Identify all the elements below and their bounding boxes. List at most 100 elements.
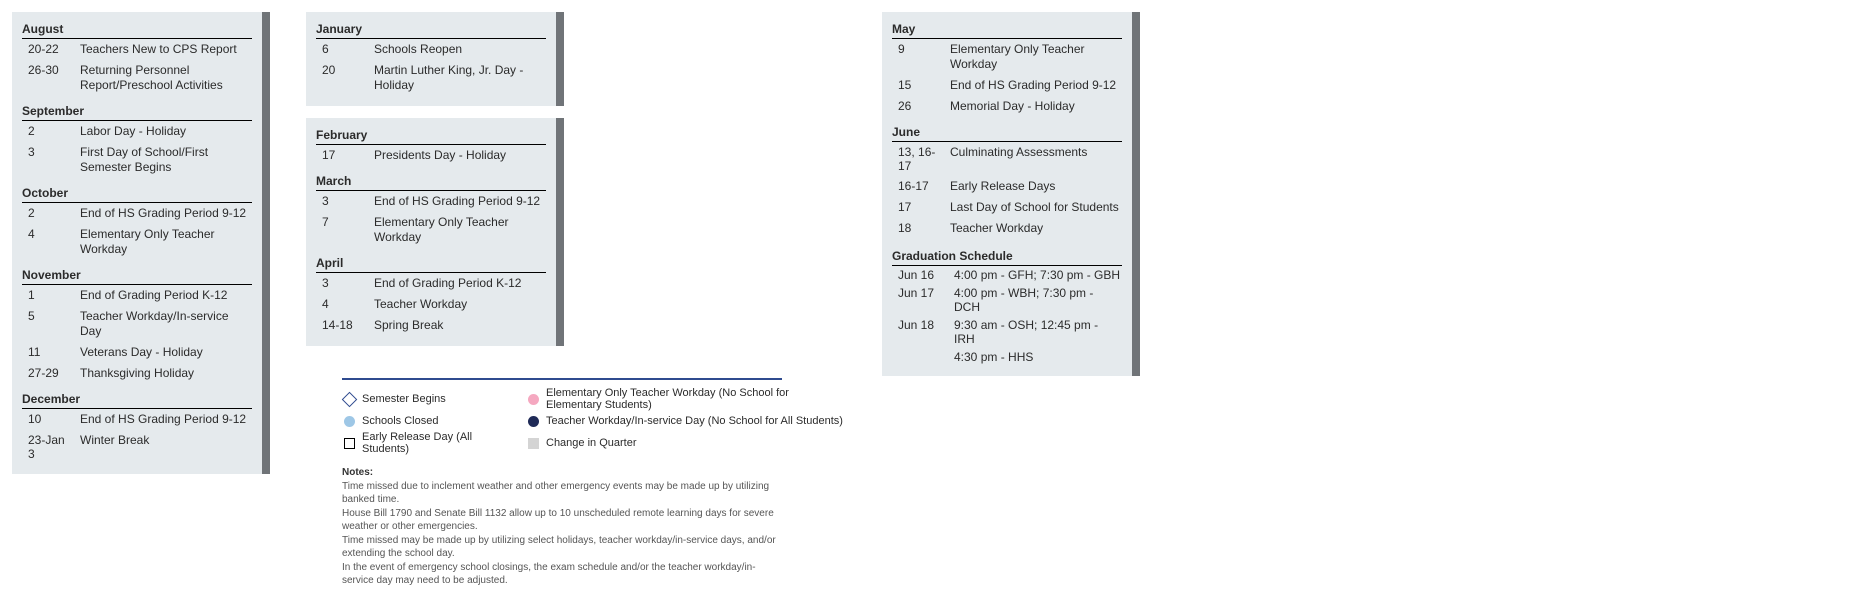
month-header: September (22, 100, 252, 121)
event-row: 13, 16-17 Culminating Assessments (892, 142, 1122, 176)
legend-item: Early Release Day (All Students) (342, 430, 522, 456)
event-row: 2 End of HS Grading Period 9-12 (22, 203, 252, 224)
event-date: 23-Jan 3 (22, 433, 74, 461)
graduation-date: Jun 17 (892, 286, 948, 314)
event-date: 3 (316, 276, 368, 290)
event-description: End of Grading Period K-12 (80, 288, 252, 303)
event-row: 3End of HS Grading Period 9-12 (316, 191, 546, 212)
event-date: 2 (22, 124, 74, 138)
event-description: Schools Reopen (374, 42, 546, 57)
graduation-row: 4:30 pm - HHS (892, 348, 1122, 366)
month-header: October (22, 182, 252, 203)
event-description: Veterans Day - Holiday (80, 345, 252, 360)
legend-box: Semester Begins Elementary Only Teacher W… (342, 378, 846, 588)
event-description: First Day of School/First Semester Begin… (80, 145, 252, 175)
event-row: 1End of Grading Period K-12 (22, 285, 252, 306)
event-description: Labor Day - Holiday (80, 124, 252, 139)
event-description: Martin Luther King, Jr. Day - Holiday (374, 63, 546, 93)
event-description: End of HS Grading Period 9-12 (80, 206, 252, 221)
event-description: Teachers New to CPS Report (80, 42, 252, 57)
legend-label: Schools Closed (362, 415, 438, 427)
legend-symbol-icon (342, 436, 356, 450)
event-row: 16-17 Early Release Days (892, 176, 1122, 197)
event-date: 6 (316, 42, 368, 56)
event-description: Elementary Only Teacher Workday (950, 42, 1122, 72)
event-row: 3 First Day of School/First Semester Begi… (22, 142, 252, 178)
event-date: 4 (316, 297, 368, 311)
event-description: End of HS Grading Period 9-12 (374, 194, 546, 209)
event-date: 27-29 (22, 366, 74, 380)
notes-line: Time missed may be made up by utilizing … (342, 534, 782, 561)
legend-label: Elementary Only Teacher Workday (No Scho… (546, 387, 846, 411)
event-description: Spring Break (374, 318, 546, 333)
calendar-column: May9Elementary Only Teacher Workday15End… (882, 12, 1140, 376)
legend-symbol-icon (526, 392, 540, 406)
event-row: 17 Last Day of School for Students (892, 197, 1122, 218)
event-description: Elementary Only Teacher Workday (374, 215, 546, 245)
event-date: 7 (316, 215, 368, 229)
legend-label: Teacher Workday/In-service Day (No Schoo… (546, 415, 843, 427)
event-row: 15 End of HS Grading Period 9-12 (892, 75, 1122, 96)
event-row: 10End of HS Grading Period 9-12 (22, 409, 252, 430)
graduation-row: Jun 189:30 am - OSH; 12:45 pm - IRH (892, 316, 1122, 348)
event-description: Elementary Only Teacher Workday (80, 227, 252, 257)
event-date: 15 (892, 78, 944, 92)
event-date: 3 (22, 145, 74, 159)
event-date: 2 (22, 206, 74, 220)
event-row: 7 Elementary Only Teacher Workday (316, 212, 546, 248)
calendar-column: January 6 Schools Reopen 20Martin Luther Ki… (306, 12, 846, 588)
event-row: 20Martin Luther King, Jr. Day - Holiday (316, 60, 546, 96)
event-date: 26 (892, 99, 944, 113)
legend-item: Change in Quarter (526, 430, 846, 456)
event-date: 20-22 (22, 42, 74, 56)
event-description: Presidents Day - Holiday (374, 148, 546, 163)
event-row: 18Teacher Workday (892, 218, 1122, 239)
event-description: Teacher Workday (374, 297, 546, 312)
month-header: June (892, 121, 1122, 142)
graduation-row: Jun 164:00 pm - GFH; 7:30 pm - GBH (892, 266, 1122, 284)
notes-line: Time missed due to inclement weather and… (342, 480, 782, 507)
legend-item: Schools Closed (342, 413, 522, 429)
event-date: 13, 16-17 (892, 145, 944, 173)
legend-item: Semester Begins (342, 386, 522, 412)
event-description: Teacher Workday/In-service Day (80, 309, 252, 339)
notes-title: Notes: (342, 466, 782, 480)
event-date: 11 (22, 345, 74, 359)
event-row: 14-18Spring Break (316, 315, 546, 336)
event-description: Early Release Days (950, 179, 1122, 194)
event-description: Teacher Workday (950, 221, 1122, 236)
legend-symbol-icon (342, 414, 356, 428)
notes-line: In the event of emergency school closing… (342, 561, 782, 588)
event-description: Last Day of School for Students (950, 200, 1122, 215)
event-row: 3End of Grading Period K-12 (316, 273, 546, 294)
event-row: 2 Labor Day - Holiday (22, 121, 252, 142)
month-header: November (22, 264, 252, 285)
event-date: 10 (22, 412, 74, 426)
event-date: 5 (22, 309, 74, 323)
event-description: Winter Break (80, 433, 252, 448)
graduation-date: Jun 16 (892, 268, 948, 282)
event-date: 17 (892, 200, 944, 214)
event-description: Culminating Assessments (950, 145, 1122, 160)
event-date: 16-17 (892, 179, 944, 193)
graduation-schedule-header: Graduation Schedule (892, 243, 1122, 266)
graduation-description: 4:30 pm - HHS (954, 350, 1122, 364)
legend-label: Early Release Day (All Students) (362, 431, 522, 455)
legend-item: Elementary Only Teacher Workday (No Scho… (526, 386, 846, 412)
legend-grid: Semester Begins Elementary Only Teacher W… (342, 386, 846, 456)
calendar-panel: August20-22Teachers New to CPS Report26-… (12, 12, 270, 474)
event-row: 5 Teacher Workday/In-service Day (22, 306, 252, 342)
event-row: 11 Veterans Day - Holiday (22, 342, 252, 363)
month-header: August (22, 18, 252, 39)
event-row: 17Presidents Day - Holiday (316, 145, 546, 166)
month-header: March (316, 170, 546, 191)
graduation-description: 4:00 pm - WBH; 7:30 pm - DCH (954, 286, 1122, 314)
calendar-panel: February17Presidents Day - HolidayMarch3… (306, 118, 564, 346)
month-header: April (316, 252, 546, 273)
event-row: 9Elementary Only Teacher Workday (892, 39, 1122, 75)
notes-line: House Bill 1790 and Senate Bill 1132 all… (342, 507, 782, 534)
event-row: 4Elementary Only Teacher Workday (22, 224, 252, 260)
month-header: January (316, 18, 546, 39)
event-description: End of HS Grading Period 9-12 (950, 78, 1122, 93)
legend-symbol-icon (526, 436, 540, 450)
